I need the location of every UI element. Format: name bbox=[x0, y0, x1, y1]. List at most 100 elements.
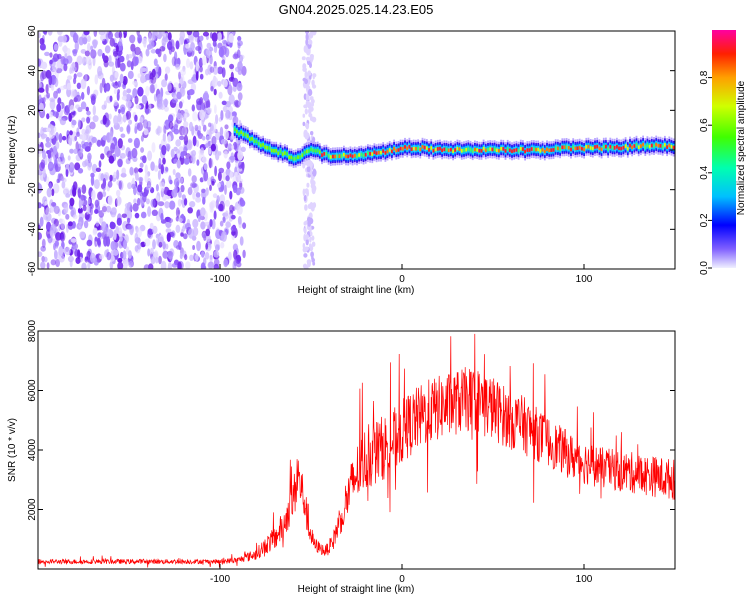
noise-blob bbox=[43, 256, 48, 263]
noise-blob bbox=[229, 204, 234, 213]
noise-blob bbox=[150, 198, 156, 208]
ridge-core bbox=[312, 148, 315, 153]
noise-blob bbox=[239, 186, 245, 194]
ridge-core bbox=[242, 132, 245, 136]
noise-blob bbox=[199, 35, 204, 42]
ridge-core bbox=[655, 142, 658, 147]
noise-blob bbox=[183, 157, 190, 165]
noise-blob bbox=[117, 158, 123, 168]
ridge-core bbox=[598, 146, 601, 151]
noise-blob bbox=[121, 213, 127, 219]
noise-blob bbox=[183, 146, 188, 155]
ridge-core bbox=[563, 145, 566, 150]
noise-blob bbox=[81, 184, 87, 194]
noise-blob bbox=[84, 50, 90, 57]
noise-blob bbox=[99, 215, 104, 224]
ridge-core bbox=[469, 148, 472, 152]
ridge-core bbox=[399, 146, 402, 151]
ridge-core bbox=[535, 147, 537, 152]
noise-blob bbox=[70, 238, 77, 243]
noise-blob bbox=[136, 122, 143, 132]
noise-blob bbox=[99, 254, 104, 260]
noise-blob bbox=[67, 134, 72, 145]
noise-blob bbox=[211, 135, 217, 146]
noise-blob bbox=[167, 261, 172, 269]
noise-blob bbox=[142, 155, 147, 164]
noise-blob bbox=[197, 129, 201, 137]
noise-blob bbox=[86, 205, 90, 215]
noise-blob bbox=[210, 125, 215, 135]
noise-blob bbox=[46, 176, 50, 185]
noise-blob bbox=[201, 136, 206, 141]
ridge-core bbox=[286, 152, 288, 156]
noise-blob bbox=[61, 35, 67, 43]
ridge-core bbox=[635, 143, 638, 147]
noise-blob bbox=[147, 150, 153, 161]
noise-blob bbox=[232, 184, 238, 194]
noise-blob bbox=[221, 67, 226, 78]
noise-blob bbox=[127, 138, 133, 143]
noise-blob bbox=[47, 31, 53, 36]
noise-blob bbox=[57, 53, 62, 60]
noise-blob bbox=[228, 251, 232, 261]
ridge-core bbox=[318, 150, 321, 154]
noise-blob bbox=[102, 177, 107, 189]
ridge-core bbox=[622, 145, 625, 150]
noise-blob bbox=[126, 93, 131, 101]
noise-blob bbox=[83, 31, 90, 36]
noise-blob bbox=[69, 197, 75, 207]
ridge-core bbox=[602, 145, 605, 149]
ridge-core bbox=[570, 147, 572, 152]
noise-blob bbox=[138, 176, 144, 182]
noise-blob bbox=[47, 151, 52, 159]
ridge-core bbox=[605, 144, 607, 149]
noise-blob bbox=[144, 238, 151, 247]
ridge-core bbox=[415, 147, 417, 151]
ridge-core bbox=[327, 154, 330, 158]
noise-blob bbox=[134, 212, 140, 219]
snr-x-tick-label: 0 bbox=[399, 574, 405, 585]
ridge-core bbox=[406, 146, 409, 151]
noise-blob bbox=[157, 170, 161, 180]
ridge-core bbox=[251, 137, 253, 141]
noise-blob bbox=[162, 250, 169, 259]
ridge-core bbox=[513, 148, 516, 153]
noise-blob bbox=[72, 49, 78, 57]
ridge-core bbox=[474, 147, 476, 152]
noise-blob bbox=[165, 143, 171, 151]
ridge-core bbox=[629, 143, 631, 148]
spike-blob bbox=[302, 263, 308, 269]
noise-blob bbox=[94, 209, 99, 214]
spike-blob bbox=[310, 178, 314, 186]
noise-blob bbox=[159, 46, 166, 52]
noise-blob bbox=[119, 55, 125, 63]
ridge-core bbox=[240, 130, 243, 135]
noise-blob bbox=[76, 72, 83, 78]
ridge-core bbox=[554, 146, 557, 150]
ridge-core bbox=[452, 149, 454, 154]
ridge-core bbox=[404, 145, 406, 149]
noise-blob bbox=[58, 133, 63, 143]
noise-blob bbox=[134, 95, 139, 105]
noise-blob bbox=[217, 32, 222, 42]
spectrogram-y-tick-label: 0 bbox=[27, 147, 38, 153]
noise-blob bbox=[178, 177, 184, 184]
ridge-core bbox=[380, 150, 382, 155]
ridge-core bbox=[618, 146, 620, 151]
noise-blob bbox=[219, 220, 224, 227]
noise-blob bbox=[213, 121, 217, 133]
ridge-core bbox=[659, 144, 662, 148]
noise-blob bbox=[160, 164, 164, 175]
noise-blob bbox=[212, 40, 217, 47]
ridge-core bbox=[633, 144, 636, 148]
noise-blob bbox=[187, 187, 193, 196]
noise-blob bbox=[183, 134, 189, 146]
colorbar-tick-label: 0.4 bbox=[699, 165, 710, 179]
noise-blob bbox=[179, 253, 183, 260]
noise-blob bbox=[72, 187, 77, 197]
noise-blob bbox=[44, 201, 48, 206]
ridge-core bbox=[408, 145, 411, 149]
noise-blob bbox=[133, 198, 137, 204]
noise-blob bbox=[209, 219, 213, 227]
ridge-core bbox=[631, 145, 633, 150]
